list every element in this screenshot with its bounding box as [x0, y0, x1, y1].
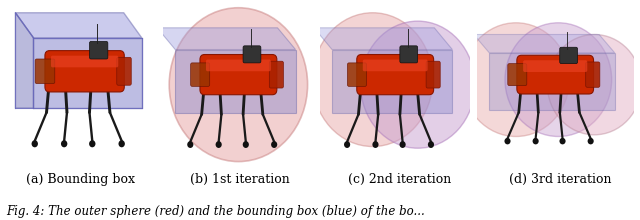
FancyBboxPatch shape [175, 50, 296, 113]
Circle shape [188, 141, 193, 148]
Circle shape [31, 140, 38, 147]
Circle shape [428, 141, 434, 148]
FancyBboxPatch shape [523, 60, 588, 72]
Circle shape [547, 35, 640, 135]
FancyBboxPatch shape [90, 41, 108, 59]
Circle shape [532, 138, 539, 144]
FancyBboxPatch shape [490, 53, 615, 110]
Circle shape [505, 23, 612, 136]
FancyBboxPatch shape [35, 59, 55, 84]
FancyBboxPatch shape [191, 63, 210, 86]
FancyBboxPatch shape [560, 47, 577, 64]
FancyBboxPatch shape [426, 61, 440, 88]
Text: (c) 2nd iteration: (c) 2nd iteration [348, 173, 452, 186]
Circle shape [118, 140, 125, 147]
FancyBboxPatch shape [332, 50, 452, 113]
Text: (a) Bounding box: (a) Bounding box [26, 173, 134, 186]
FancyBboxPatch shape [206, 60, 271, 71]
FancyBboxPatch shape [363, 60, 428, 71]
FancyBboxPatch shape [517, 55, 593, 94]
FancyBboxPatch shape [33, 38, 142, 108]
Polygon shape [15, 13, 142, 38]
Circle shape [504, 138, 511, 144]
Circle shape [312, 13, 433, 147]
Circle shape [271, 141, 277, 148]
FancyBboxPatch shape [116, 57, 131, 85]
FancyBboxPatch shape [356, 55, 434, 95]
FancyBboxPatch shape [51, 56, 118, 67]
Circle shape [372, 141, 378, 148]
Circle shape [588, 138, 594, 144]
Circle shape [559, 138, 566, 144]
Circle shape [344, 141, 350, 148]
FancyBboxPatch shape [269, 61, 284, 88]
Circle shape [360, 21, 475, 148]
Circle shape [463, 23, 570, 136]
Circle shape [243, 141, 249, 148]
Text: (d) 3rd iteration: (d) 3rd iteration [509, 173, 611, 186]
Polygon shape [15, 13, 33, 108]
Circle shape [399, 141, 406, 148]
Circle shape [169, 8, 308, 161]
Polygon shape [474, 35, 615, 53]
FancyBboxPatch shape [45, 51, 124, 92]
Circle shape [89, 140, 95, 147]
FancyBboxPatch shape [586, 62, 600, 87]
FancyBboxPatch shape [508, 64, 527, 86]
FancyBboxPatch shape [348, 63, 367, 86]
Text: (b) 1st iteration: (b) 1st iteration [190, 173, 290, 186]
Circle shape [216, 141, 221, 148]
FancyBboxPatch shape [243, 46, 261, 63]
Polygon shape [157, 28, 296, 50]
Text: Fig. 4: The outer sphere (red) and the bounding box (blue) of the bo...: Fig. 4: The outer sphere (red) and the b… [6, 205, 425, 218]
FancyBboxPatch shape [200, 55, 277, 95]
Polygon shape [314, 28, 452, 50]
FancyBboxPatch shape [400, 46, 418, 63]
Circle shape [61, 140, 67, 147]
